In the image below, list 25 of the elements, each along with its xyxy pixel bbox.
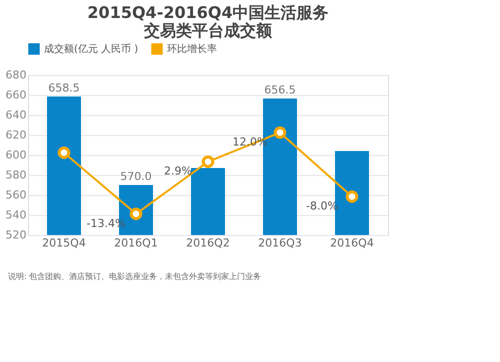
point	[274, 126, 286, 139]
x-tick-label: 2016Q1	[114, 236, 158, 250]
x-tick-label: 2016Q2	[186, 236, 230, 250]
point	[346, 190, 358, 203]
x-tick-label: 2015Q4	[42, 236, 86, 250]
x-tick-label: 2016Q3	[258, 236, 302, 250]
y-tick-label: 600	[6, 148, 26, 162]
legend-label: 环比增长率	[167, 43, 217, 55]
y-tick-label: 660	[6, 88, 26, 102]
y-tick-label: 520	[6, 228, 26, 242]
data-label: 658.5	[48, 82, 80, 94]
data-label: 656.5	[264, 84, 296, 96]
y-tick-label: 620	[6, 128, 26, 142]
y-tick-label: 580	[6, 168, 26, 182]
chart-title: 2015Q4-2016Q4中国生活服务交易类平台成交额	[87, 3, 329, 40]
y-tick-label: 640	[6, 108, 26, 122]
y-tick-label: 540	[6, 208, 26, 222]
legend-label: 成交额(亿元 人民币 )	[44, 43, 138, 55]
y-tick-label: 680	[6, 68, 26, 82]
data-label: 570.0	[120, 170, 152, 183]
point	[202, 155, 214, 168]
y-tick-label: 560	[6, 188, 26, 202]
text: 说明: 包含团购、酒店预订、电影选座业务，未包含外卖等到家上门业务	[8, 272, 262, 281]
point	[58, 146, 70, 159]
x-tick-label: 2016Q4	[330, 236, 374, 250]
